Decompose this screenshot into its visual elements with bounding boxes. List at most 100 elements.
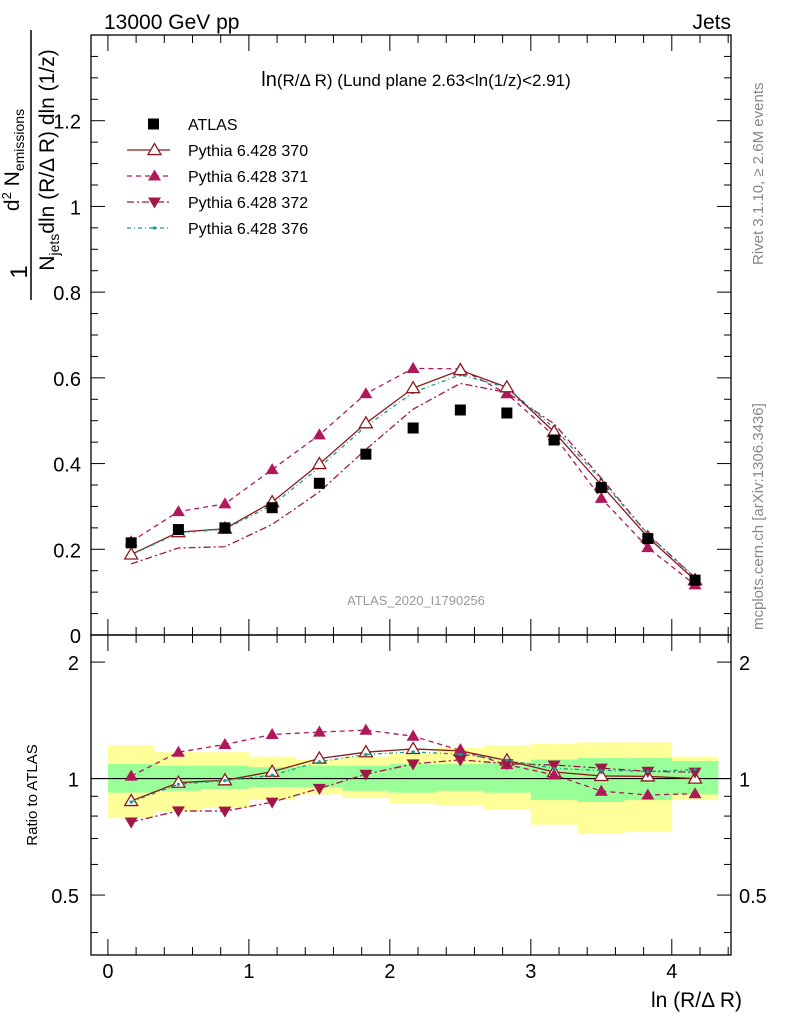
- ratio-p376-point: [505, 758, 509, 762]
- legend-label: Pythia 6.428 370: [188, 143, 308, 160]
- ratio-p372-point: [312, 783, 326, 795]
- p370-point: [358, 415, 374, 429]
- main-ytick-label: 0.6: [53, 369, 81, 391]
- ratio-p370-point: [170, 774, 187, 788]
- series-p376: [130, 374, 696, 578]
- main-plot-content: [123, 361, 703, 590]
- xtick-label: 1: [243, 961, 254, 983]
- ratio-p371-point: [594, 784, 608, 796]
- ratio-p376-point: [270, 773, 274, 777]
- header-right: Jets: [692, 11, 731, 34]
- ratio-p372-point: [500, 759, 514, 771]
- ratio-ytick-label: 0.5: [51, 886, 79, 908]
- p371-point: [171, 505, 185, 517]
- ratio-series-p376: [129, 750, 697, 804]
- main-ytick-label: 1.2: [53, 112, 81, 134]
- legend-label: Pythia 6.428 376: [188, 221, 308, 238]
- ratio-p371-point: [171, 745, 185, 757]
- mcplots-label: mcplots.cern.ch [arXiv:1306.3436]: [750, 403, 767, 630]
- ratio-p372-point: [124, 817, 138, 829]
- ratio-p376-point: [317, 760, 321, 764]
- ratio-series-p371: [124, 723, 702, 800]
- markers-p376: [129, 373, 697, 579]
- legend-marker: [148, 169, 161, 181]
- xtick-label: 2: [384, 961, 395, 983]
- legend-entry-p371: Pythia 6.428 371: [127, 169, 308, 186]
- ratio-p371-point: [218, 737, 232, 750]
- legend-entry-p376: Pythia 6.428 376: [127, 221, 308, 238]
- p371-point: [312, 428, 326, 440]
- ratio-p372-point: [218, 806, 232, 818]
- data-point: [689, 574, 701, 586]
- main-ytick-label: 0.4: [53, 455, 81, 477]
- ylabel-numerator: d2 Nemissions: [0, 109, 27, 211]
- ratio-band-inner-7: [436, 764, 484, 791]
- p371-point: [641, 541, 655, 553]
- main-title: ln(R/Δ R) (Lund plane 2.63<ln(1/z)<2.91): [261, 69, 571, 91]
- data-point: [501, 407, 513, 419]
- ratio-p376-point: [552, 766, 556, 771]
- markers-data: [125, 404, 701, 586]
- data-point: [266, 502, 278, 514]
- p370-point: [123, 546, 139, 560]
- ratio-p371-point: [453, 743, 467, 755]
- data-point: [219, 522, 231, 534]
- p371-point: [218, 497, 232, 509]
- ylabel-one: 1: [6, 265, 33, 278]
- series-line-p372: [130, 382, 696, 579]
- series-line-p370: [130, 369, 696, 581]
- main-ytick-label: 0.2: [53, 540, 81, 562]
- p370-point: [452, 362, 468, 376]
- ratio-ytick-label-right: 0.5: [739, 886, 767, 908]
- series-p370: [130, 369, 696, 581]
- data-point: [454, 404, 466, 416]
- legend-label: ATLAS: [188, 117, 238, 134]
- main-ylabel: 1 d2 Nemissions Njetsdln (R/Δ R) dln (1/…: [0, 30, 62, 300]
- legend-marker: [148, 197, 161, 209]
- xtick-label: 0: [102, 961, 113, 983]
- ratio-p372-point: [359, 769, 373, 781]
- ratio-p371-point: [547, 768, 561, 780]
- series-p371: [130, 367, 696, 586]
- data-point: [642, 533, 654, 545]
- ratio-p372-point: [171, 806, 185, 818]
- ratio-p376-point: [129, 800, 133, 804]
- p371-point: [594, 491, 608, 503]
- data-point: [360, 448, 372, 460]
- xtick-label: 3: [525, 961, 536, 983]
- data-point: [172, 524, 184, 536]
- ratio-p376-point: [176, 782, 181, 786]
- p371-point: [500, 387, 514, 399]
- ratio-p372-point: [547, 760, 561, 772]
- ratio-ytick-label: 1: [68, 770, 79, 792]
- ratio-p371-point: [641, 788, 655, 800]
- ratio-p371-point: [124, 769, 138, 781]
- legend-label: Pythia 6.428 371: [188, 169, 308, 186]
- main-frame: [90, 34, 732, 636]
- data-point: [313, 477, 325, 489]
- legend-entry-p370: Pythia 6.428 370: [127, 142, 308, 160]
- ratio-ytick-label: 2: [68, 653, 79, 675]
- ratio-p376-point: [646, 769, 650, 773]
- series-line-p371: [130, 367, 696, 586]
- main-ytick-label: 0.8: [53, 283, 81, 305]
- ratio-p376-point: [223, 779, 227, 783]
- markers-p370: [123, 362, 703, 586]
- ratio-p376-point: [411, 750, 415, 754]
- ratio-p372-point: [688, 767, 702, 779]
- legend-marker: [146, 142, 163, 156]
- legend-entry-p372: Pythia 6.428 372: [127, 195, 308, 212]
- ratio-p371-point: [406, 729, 420, 741]
- ratio-band-inner-4: [295, 765, 343, 788]
- p371-point: [406, 361, 420, 373]
- ratio-p372-point: [265, 797, 279, 809]
- ratio-p371-point: [688, 787, 702, 799]
- ratio-p370-point: [593, 768, 609, 782]
- ratio-ylabel: Ratio to ATLAS: [24, 744, 41, 845]
- ratio-panel: [91, 742, 731, 834]
- main-ytick-label: 1: [70, 197, 81, 219]
- axes-frames: 0 0.2 0.4 0.6 0.8 1 1.2 0.5 0.5 1 1 2 2 0 1 2 3 4: [51, 34, 767, 983]
- legend-label: Pythia 6.428 372: [188, 195, 308, 212]
- ratio-p376-point: [599, 768, 603, 772]
